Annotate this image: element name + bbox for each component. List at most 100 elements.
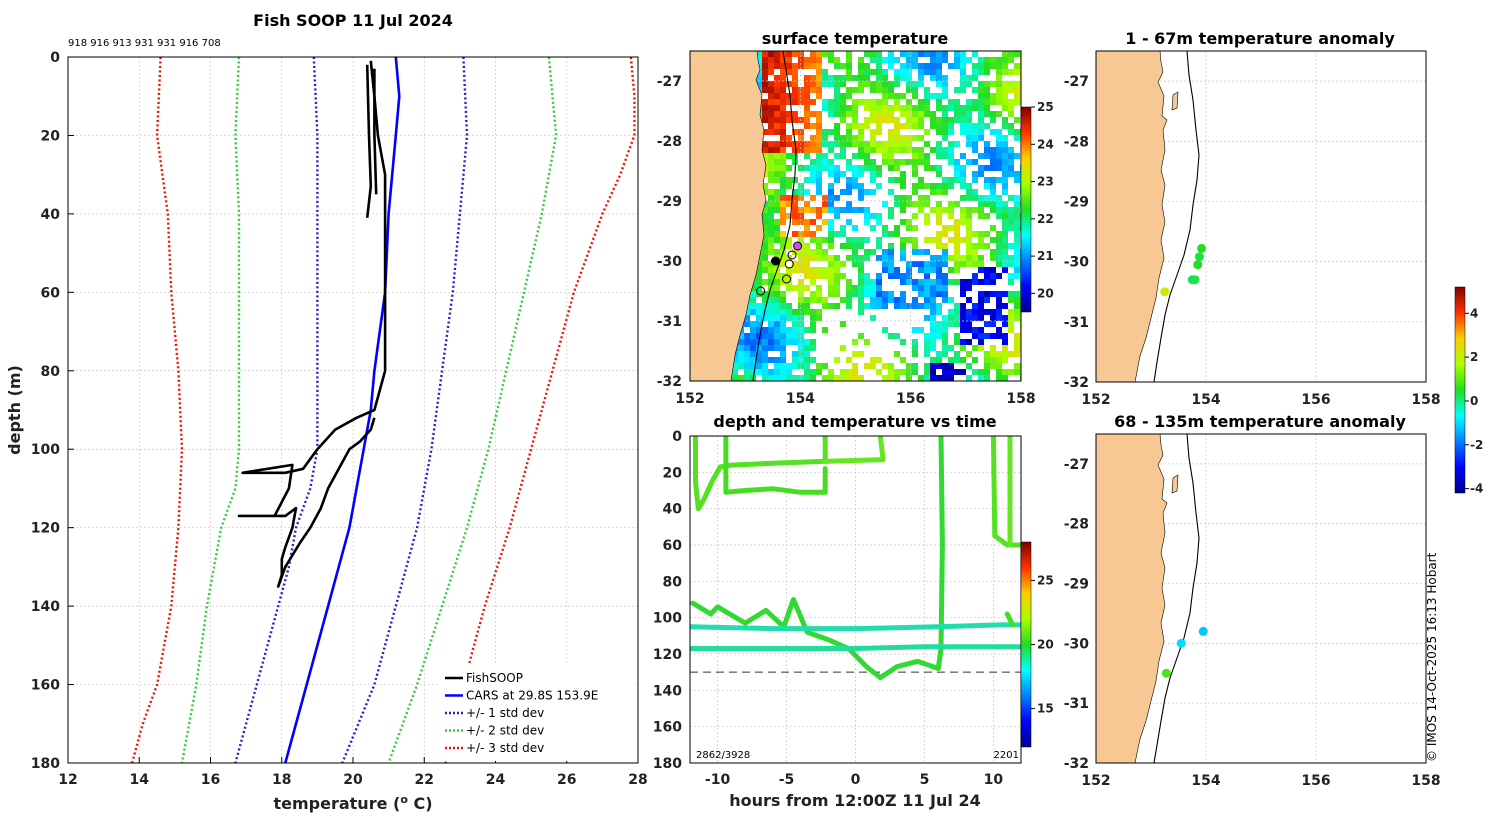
sst-pixel	[828, 303, 834, 309]
sst-pixel	[942, 297, 948, 303]
anom-ytick-label: -27	[1064, 74, 1089, 90]
sst-pixel	[954, 351, 960, 357]
sst-pixel	[798, 321, 804, 327]
sst-pixel	[966, 129, 972, 135]
sst-pixel	[876, 111, 882, 117]
profile-ticks: 12 14 16 18 20 22 24 26 280204060801001201401601…	[31, 50, 648, 788]
sst-pixel	[816, 75, 822, 81]
sst-pixel	[1008, 297, 1014, 303]
ts-annotation-right: 2201	[994, 750, 1019, 761]
sst-pixel	[780, 207, 786, 213]
sst-colorbar-tick-label: 21	[1037, 249, 1054, 263]
sst-pixel	[888, 165, 894, 171]
sst-pixel	[816, 63, 822, 69]
sst-pixel	[924, 273, 930, 279]
sst-pixel	[924, 285, 930, 291]
anom-shallow-title: 1 - 67m temperature anomaly	[1125, 29, 1395, 48]
sst-pixel	[792, 177, 798, 183]
sst-pixel	[954, 99, 960, 105]
sst-pixel	[828, 159, 834, 165]
anom-deep-shelf-contour	[1153, 434, 1200, 763]
sst-pixel	[900, 255, 906, 261]
sst-pixel	[846, 57, 852, 63]
sst-pixel	[810, 195, 816, 201]
sst-pixel	[1002, 213, 1008, 219]
sst-pixel	[822, 207, 828, 213]
sst-pixel	[798, 99, 804, 105]
sst-pixel	[792, 333, 798, 339]
sst-pixel	[810, 99, 816, 105]
sst-pixel	[762, 291, 768, 297]
sst-pixel	[966, 141, 972, 147]
sst-pixel	[774, 75, 780, 81]
sst-pixel	[1002, 303, 1008, 309]
sst-pixel	[918, 303, 924, 309]
sst-pixel	[1008, 165, 1014, 171]
sst-pixel	[936, 285, 942, 291]
sst-pixel	[780, 219, 786, 225]
sst-stations	[756, 241, 803, 296]
sst-pixel	[864, 69, 870, 75]
sst-pixel	[774, 81, 780, 87]
sst-pixel	[780, 333, 786, 339]
sst-pixel	[798, 333, 804, 339]
sst-pixel	[906, 303, 912, 309]
sst-pixel	[1008, 207, 1014, 213]
sst-pixel	[930, 165, 936, 171]
sst-pixel	[978, 261, 984, 267]
sst-pixel	[954, 339, 960, 345]
sst-pixel	[774, 327, 780, 333]
sst-pixel	[762, 297, 768, 303]
sst-pixel	[858, 285, 864, 291]
anom-xtick-label: 154	[1191, 392, 1220, 408]
sst-pixel	[822, 237, 828, 243]
sst-pixel	[1002, 141, 1008, 147]
sst-pixel	[780, 345, 786, 351]
sst-pixel	[900, 171, 906, 177]
sst-pixel	[960, 255, 966, 261]
sst-pixel	[798, 135, 804, 141]
sst-pixel	[954, 333, 960, 339]
anom-ytick-label: -27	[1064, 457, 1089, 473]
sst-pixel	[852, 183, 858, 189]
sst-pixel	[990, 291, 996, 297]
sst-pixel	[840, 171, 846, 177]
sst-pixel	[1008, 291, 1014, 297]
sst-pixel	[756, 81, 762, 87]
sst-pixel	[804, 285, 810, 291]
sst-pixel	[834, 93, 840, 99]
sst-pixel	[816, 285, 822, 291]
sst-pixel	[1014, 309, 1020, 315]
sst-pixel	[918, 207, 924, 213]
sst-pixel	[1014, 339, 1020, 345]
sst-pixel	[762, 237, 768, 243]
sst-pixel	[996, 69, 1002, 75]
sst-pixel	[786, 333, 792, 339]
sst-pixel	[864, 285, 870, 291]
sst-pixel	[936, 171, 942, 177]
sst-pixel	[852, 237, 858, 243]
sst-pixel	[948, 117, 954, 123]
sst-pixel	[1002, 339, 1008, 345]
sst-pixel	[780, 297, 786, 303]
sst-pixel	[810, 297, 816, 303]
sst-pixel	[954, 87, 960, 93]
sst-pixel	[918, 375, 924, 381]
sst-pixel	[1008, 327, 1014, 333]
sst-pixel	[774, 57, 780, 63]
sst-pixel	[732, 375, 738, 381]
sst-pixel	[840, 141, 846, 147]
profile-series-line	[180, 57, 241, 763]
sst-pixel	[780, 279, 786, 285]
sst-pixel	[954, 165, 960, 171]
sst-pixel	[924, 129, 930, 135]
sst-pixel	[978, 117, 984, 123]
sst-pixel	[870, 99, 876, 105]
sst-pixel	[804, 339, 810, 345]
sst-pixel	[852, 177, 858, 183]
sst-pixel	[864, 99, 870, 105]
profile-ytick-label: 100	[31, 442, 60, 458]
sst-pixel	[978, 93, 984, 99]
sst-pixel	[816, 183, 822, 189]
sst-pixel	[1002, 123, 1008, 129]
